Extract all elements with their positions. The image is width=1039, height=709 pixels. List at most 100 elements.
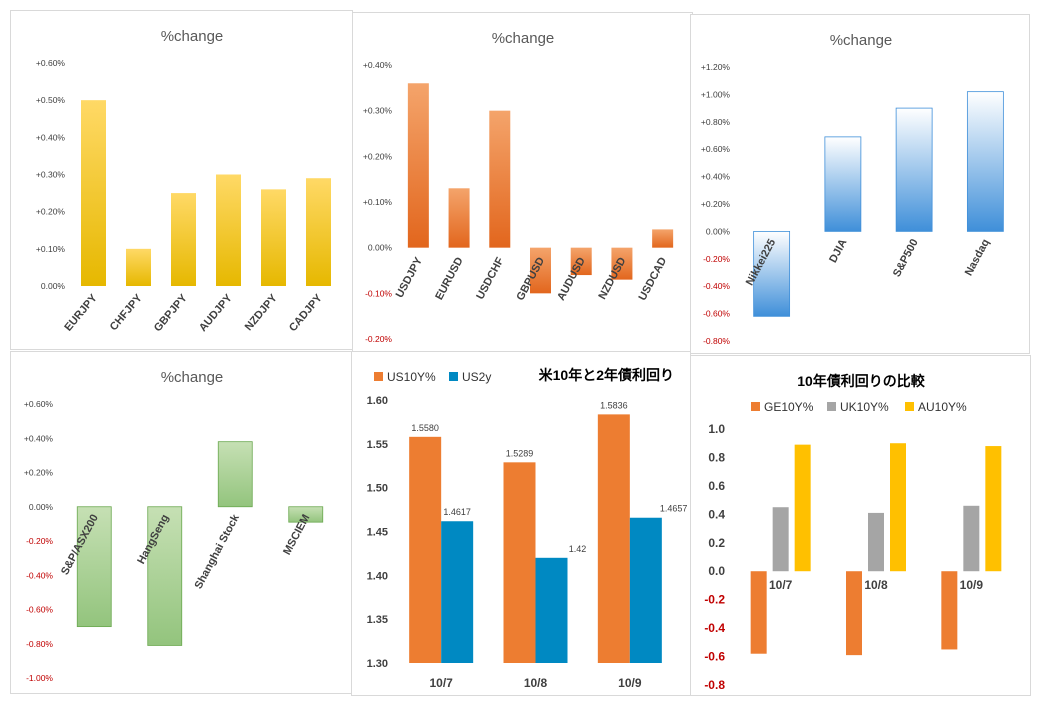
bar-s-p-asx200 (76, 506, 112, 628)
bar-msciem (288, 506, 324, 523)
chart-title: %change (161, 369, 224, 386)
chart-stock-indices: %change -0.80% -0.60% -0.40% -0.20% 0.00% +0.… (701, 32, 1004, 346)
bar-audusd (570, 247, 592, 276)
y-tick-label: 0.8 (708, 450, 725, 464)
y-tick-label: +0.40% (36, 132, 66, 142)
category-label: CADJPY (287, 292, 325, 334)
category-label: USDCHF (474, 255, 506, 301)
data-label: 1.4657 (660, 504, 688, 514)
y-tick-label: 1.55 (367, 439, 388, 451)
y-tick-label: -0.60% (703, 309, 730, 319)
bar-us10y-10-7 (409, 436, 442, 663)
bar-djia (824, 136, 862, 232)
bar-ge10y-10-8 (846, 571, 862, 656)
y-tick-label: 1.50 (367, 483, 388, 495)
y-tick-label: +0.20% (701, 199, 731, 209)
category-label: EURUSD (433, 255, 465, 302)
bar-au10y-10-8 (890, 443, 906, 572)
category-label: 10/7 (429, 676, 453, 690)
y-tick-label: -0.20% (703, 254, 730, 264)
data-label: 1.5580 (411, 423, 439, 433)
category-label: Nasdaq (963, 237, 992, 278)
y-tick-label: +1.00% (701, 89, 731, 99)
chart-panel-us-yields: 米10年と2年債利回り US10Y% US2y 1.30 1.35 1.40 1.45… (351, 351, 691, 696)
category-label: EURJPY (62, 292, 100, 334)
bar-eurjpy (81, 100, 106, 287)
chart-usd-pairs: %change -0.20% -0.10% 0.00% +0.10% +0.20% +0.… (363, 30, 674, 344)
y-tick-label: +0.10% (36, 244, 66, 254)
category-label: 10/8 (864, 578, 888, 592)
chart-10y-yields: 10年債利回りの比較 GE10Y% UK10Y% AU10Y% -0.8 -0.6… (704, 373, 1002, 692)
legend-label-us2y: US2y (462, 370, 491, 384)
y-tick-label: -0.6 (704, 650, 725, 664)
bar-uk10y-10-8 (868, 512, 884, 572)
legend-label-ge10y: GE10Y% (764, 400, 814, 414)
y-tick-label: +0.40% (24, 433, 54, 443)
chart-panel-usd-pairs: %change -0.20% -0.10% 0.00% +0.10% +0.20% +0.… (352, 12, 693, 352)
legend-swatch-uk10y (827, 402, 836, 411)
category-label: 10/9 (960, 578, 984, 592)
y-tick-label: +0.40% (701, 172, 731, 182)
bar-usdchf (489, 110, 511, 248)
y-tick-label: -0.2 (704, 593, 725, 607)
category-label: NZDJPY (243, 292, 281, 333)
bar-us2y-10-9 (629, 517, 662, 663)
chart-title: %change (161, 28, 224, 45)
legend-label-au10y: AU10Y% (918, 400, 967, 414)
y-tick-label: -0.20% (365, 334, 392, 344)
y-tick-label: +0.10% (363, 197, 393, 207)
bar-us2y-10-8 (535, 557, 568, 663)
y-tick-label: +0.50% (36, 95, 66, 105)
chart-panel-jpy-crosses: %change 0.00% +0.10% +0.20% +0.30% +0.40% +0.… (10, 10, 353, 350)
bar-usdjpy (407, 83, 429, 248)
bar-usdcad (652, 229, 674, 248)
bar-us2y-10-7 (441, 521, 474, 663)
data-label: 1.5289 (506, 448, 534, 458)
bar-nzdjpy (261, 189, 286, 286)
bar-us10y-10-8 (503, 462, 536, 663)
category-label: USDCAD (637, 255, 670, 302)
chart-us-yields: 米10年と2年債利回り US10Y% US2y 1.30 1.35 1.40 1.45… (367, 367, 688, 690)
category-label: AUDJPY (197, 292, 235, 334)
bar-nasdaq (966, 91, 1004, 232)
category-label: CHFJPY (108, 292, 146, 333)
bar-s-p500 (895, 107, 933, 232)
category-label: Shanghai Stock (193, 512, 243, 591)
bar-nzdusd (611, 247, 633, 280)
chart-asia-indices: %change -1.00% -0.80% -0.60% -0.40% -0.20% 0.… (24, 369, 324, 683)
data-label: 1.4617 (443, 507, 471, 517)
y-tick-label: -0.80% (703, 336, 730, 346)
data-label: 1.42 (569, 544, 587, 554)
chart-jpy-crosses: %change 0.00% +0.10% +0.20% +0.30% +0.40% +0.… (36, 28, 331, 334)
bar-uk10y-10-9 (963, 505, 980, 572)
y-tick-label: +0.60% (701, 144, 731, 154)
bar-shanghai-stock (217, 441, 253, 508)
chart-title: 10年債利回りの比較 (797, 373, 926, 389)
chart-title: %change (492, 30, 555, 47)
chart-title: 米10年と2年債利回り (539, 367, 674, 383)
legend-swatch-us2y (449, 372, 458, 381)
y-tick-label: +0.40% (363, 60, 393, 70)
y-tick-label: +1.20% (701, 62, 731, 72)
y-tick-label: 0.6 (708, 479, 725, 493)
y-tick-label: 0.4 (708, 507, 725, 521)
category-label: GBPJPY (152, 292, 190, 334)
y-tick-label: 1.45 (367, 527, 388, 539)
y-tick-label: 0.0 (708, 564, 725, 578)
bar-audjpy (216, 174, 241, 286)
y-tick-label: -0.10% (365, 288, 392, 298)
category-label: DJIA (827, 237, 849, 265)
y-tick-label: +0.80% (701, 117, 731, 127)
bar-chfjpy (126, 248, 151, 286)
category-label: S&P500 (891, 237, 921, 279)
data-label: 1.5836 (600, 400, 628, 410)
y-tick-label: 1.40 (367, 570, 388, 582)
bar-ge10y-10-7 (750, 571, 767, 654)
bar-nikkei225 (753, 230, 791, 317)
y-tick-label: +0.30% (36, 170, 66, 180)
y-tick-label: -0.8 (704, 678, 725, 692)
bar-cadjpy (306, 178, 331, 286)
y-tick-label: -0.40% (703, 281, 730, 291)
chart-panel-stock-indices: %change -0.80% -0.60% -0.40% -0.20% 0.00% +0.… (690, 14, 1030, 354)
bar-au10y-10-7 (794, 444, 811, 572)
